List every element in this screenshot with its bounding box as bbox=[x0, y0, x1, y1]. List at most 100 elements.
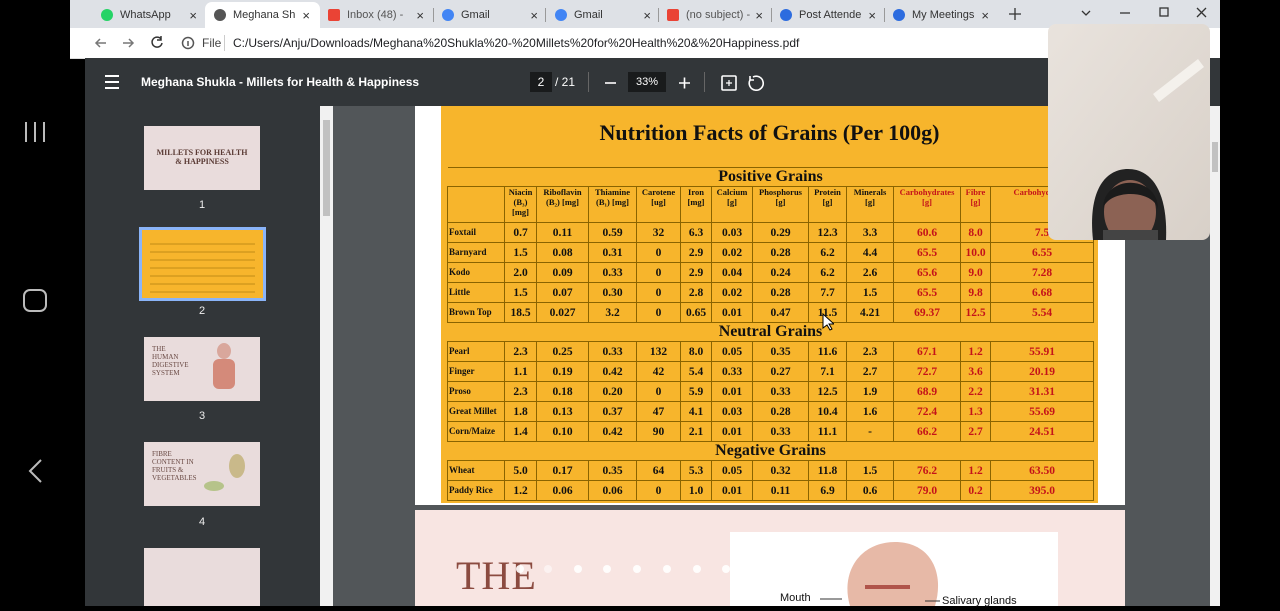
zoom-in[interactable] bbox=[679, 77, 690, 89]
section-label: Negative Grains bbox=[447, 441, 1094, 461]
cell: 0.59 bbox=[588, 222, 637, 243]
tab[interactable]: WhatsApp × bbox=[101, 4, 201, 26]
cell: 1.9 bbox=[846, 381, 894, 402]
cell: 0.06 bbox=[536, 480, 589, 501]
cell: 0.33 bbox=[752, 421, 809, 442]
section-title: Neutral Grains bbox=[718, 323, 823, 341]
cell: 10.4 bbox=[808, 401, 847, 422]
cell: 2.3 bbox=[504, 341, 537, 362]
cell: 0.01 bbox=[711, 302, 753, 323]
cell: 2.7 bbox=[846, 361, 894, 382]
tab[interactable]: Gmail × bbox=[442, 4, 542, 26]
cell: 6.68 bbox=[990, 282, 1094, 303]
cell: 0.01 bbox=[711, 480, 753, 501]
cell: 1.5 bbox=[846, 282, 894, 303]
back-button[interactable] bbox=[28, 459, 42, 483]
cell: 65.6 bbox=[893, 262, 961, 283]
cell: 132 bbox=[636, 341, 681, 362]
cell: 2.6 bbox=[846, 262, 894, 283]
cell: 0.29 bbox=[752, 222, 809, 243]
column-header: Phosphorus [g] bbox=[752, 186, 809, 223]
column-header: Fibre [g] bbox=[960, 186, 991, 223]
cell: 4.4 bbox=[846, 242, 894, 263]
webcam-overlay bbox=[1048, 24, 1210, 240]
menu-button[interactable] bbox=[104, 74, 122, 90]
cell: 0 bbox=[636, 302, 681, 323]
cell: 1.3 bbox=[960, 401, 991, 422]
cell: 69.37 bbox=[893, 302, 961, 323]
cell: 0.05 bbox=[711, 460, 753, 481]
close[interactable] bbox=[1196, 7, 1207, 18]
cell: 9.8 bbox=[960, 282, 991, 303]
row-label: Brown Top bbox=[447, 302, 505, 323]
thumbnail-selected[interactable] bbox=[139, 227, 266, 301]
thumbnail-number: 2 bbox=[198, 305, 206, 317]
cell: 0.25 bbox=[536, 341, 589, 362]
phone-nav bbox=[23, 122, 47, 483]
tab[interactable]: Meghana Sh × bbox=[214, 4, 314, 26]
forward[interactable] bbox=[123, 38, 135, 48]
cell: 0.28 bbox=[752, 242, 809, 263]
zoom-level[interactable]: 33% bbox=[628, 72, 666, 92]
tab-title: My Meetings bbox=[912, 9, 975, 21]
thumbnail[interactable]: THE HUMAN DIGESTIVE SYSTEM bbox=[144, 337, 260, 401]
new-tab-button[interactable] bbox=[1009, 8, 1021, 20]
cell: 0.47 bbox=[752, 302, 809, 323]
data-row: Pearl 2.3 0.25 0.33 132 8.0 0.05 0.35 11.6 2.3 67.… bbox=[447, 341, 1094, 362]
cell: 60.6 bbox=[893, 222, 961, 243]
tab[interactable]: (no subject) - × bbox=[667, 4, 767, 26]
cell: 0.11 bbox=[536, 222, 589, 243]
row-label: Proso bbox=[447, 381, 505, 402]
tab[interactable]: Inbox (48) - × bbox=[328, 4, 428, 26]
sidebar-scrollbar bbox=[320, 106, 333, 606]
cell: 5.0 bbox=[504, 460, 537, 481]
page-input[interactable]: 2 bbox=[530, 72, 552, 92]
cell: 0.65 bbox=[680, 302, 712, 323]
thumbnail[interactable]: MILLETS FOR HEALTH & HAPPINESS bbox=[144, 126, 260, 190]
tab-search[interactable] bbox=[1081, 10, 1091, 16]
cell: 1.2 bbox=[504, 480, 537, 501]
cell: 0.42 bbox=[588, 421, 637, 442]
tab-title: Meghana Sh bbox=[233, 9, 296, 21]
thumbnail-number: 4 bbox=[198, 516, 206, 528]
cell: 67.1 bbox=[893, 341, 961, 362]
url[interactable]: C:/Users/Anju/Downloads/Meghana%20Shukla… bbox=[233, 36, 800, 50]
restore[interactable] bbox=[1159, 7, 1169, 17]
cell: 18.5 bbox=[504, 302, 537, 323]
reload[interactable] bbox=[151, 36, 163, 48]
rotate[interactable] bbox=[748, 75, 764, 91]
thumbnail[interactable]: FIBRE CONTENT IN FRUITS & VEGETABLES bbox=[144, 442, 260, 506]
tab[interactable]: Post Attende × bbox=[780, 4, 880, 26]
fit-page[interactable] bbox=[721, 75, 737, 91]
thumbnail[interactable] bbox=[144, 548, 260, 606]
tab-title: Inbox (48) - bbox=[347, 9, 404, 21]
cell: 9.0 bbox=[960, 262, 991, 283]
cell: 0.42 bbox=[588, 361, 637, 382]
cell: 0 bbox=[636, 480, 681, 501]
cell: 0.07 bbox=[536, 282, 589, 303]
data-row: Wheat 5.0 0.17 0.35 64 5.3 0.05 0.32 11.8 1.5 76.2… bbox=[447, 460, 1094, 481]
cell: 1.4 bbox=[504, 421, 537, 442]
cell: 0.05 bbox=[711, 341, 753, 362]
back[interactable] bbox=[94, 38, 106, 48]
home-button[interactable] bbox=[23, 289, 47, 312]
tab[interactable]: My Meetings × bbox=[893, 4, 993, 26]
cell: 55.69 bbox=[990, 401, 1094, 422]
tab[interactable]: Gmail × bbox=[555, 4, 655, 26]
cell: 12.5 bbox=[960, 302, 991, 323]
cell: 76.2 bbox=[893, 460, 961, 481]
cell: 1.2 bbox=[960, 460, 991, 481]
cell: 0.03 bbox=[711, 222, 753, 243]
tab-title: Gmail bbox=[461, 9, 490, 21]
cell: 0.33 bbox=[588, 262, 637, 283]
data-row: Great Millet 1.8 0.13 0.37 47 4.1 0.03 0.28 10.4… bbox=[447, 401, 1094, 422]
section-row: Neutral Grains bbox=[447, 322, 1094, 342]
mouse-cursor bbox=[822, 313, 834, 331]
cell: 10.0 bbox=[960, 242, 991, 263]
cell: 55.91 bbox=[990, 341, 1094, 362]
cell: 0.19 bbox=[536, 361, 589, 382]
cell: 63.50 bbox=[990, 460, 1094, 481]
cell: 7.7 bbox=[808, 282, 847, 303]
cell: 0.01 bbox=[711, 381, 753, 402]
column-header: Carbohydrates [g] bbox=[893, 186, 961, 223]
